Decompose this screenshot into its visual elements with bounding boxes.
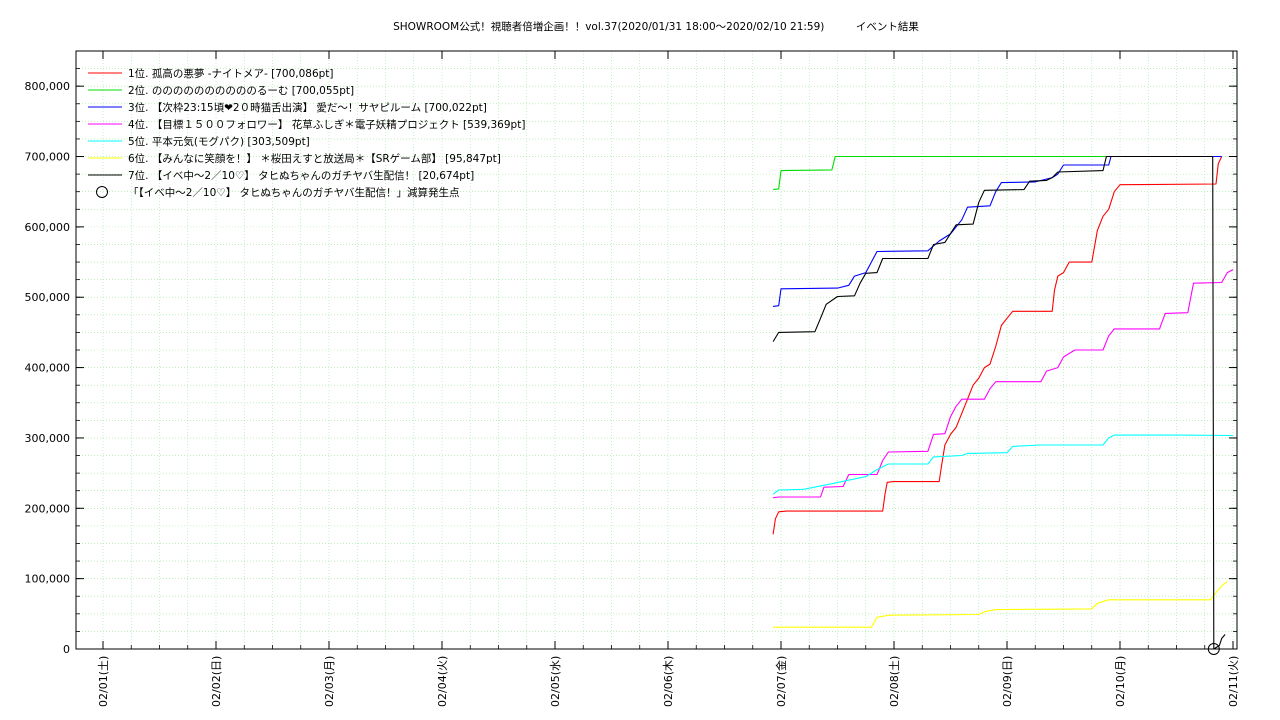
grid	[76, 50, 1237, 650]
legend-label-3: 3位. 【次枠23:15頃❤2０時猫舌出演】 愛だ〜！サヤピルーム [700,0…	[128, 101, 487, 114]
series-line-7	[772, 155, 1226, 650]
legend-label-5: 5位. 平本元気(モグパク) [303,509pt]	[128, 135, 310, 148]
decrease-marker	[1207, 643, 1220, 655]
y-tick-label: 500,000	[25, 291, 71, 304]
series-line-4	[773, 269, 1234, 499]
legend-marker-label: 「【イベ中〜2／10♡】 タヒぬちゃんのガチヤバ生配信！」減算発生点	[128, 186, 460, 199]
x-tick-label: 02/08(土)	[888, 656, 901, 707]
axis-ticks: 02/01(土) 02/02(日) 02/03(月) 02/04(火) 02/05(水)…	[25, 50, 1240, 707]
legend-marker-swatch	[96, 186, 108, 198]
series-lines	[772, 155, 1234, 650]
x-tick-label: 02/01(土)	[97, 656, 110, 707]
x-tick-label: 02/11(火)	[1227, 656, 1240, 707]
y-tick-label: 200,000	[25, 502, 71, 515]
x-tick-label: 02/09(日)	[1001, 656, 1014, 707]
y-tick-label: 100,000	[25, 573, 71, 586]
legend-label-4: 4位. 【目標１５００フォロワー】 花草ふしぎ＊電子妖精プロジェクト [539,…	[128, 118, 525, 131]
y-tick-label: 400,000	[25, 362, 71, 375]
series-line-1	[772, 156, 1223, 535]
legend-label-1: 1位. 孤高の悪夢 -ナイトメア- [700,086pt]	[128, 67, 334, 80]
markers	[1207, 643, 1220, 655]
x-tick-label: 02/10(月)	[1114, 656, 1127, 707]
y-tick-label: 0	[63, 643, 70, 656]
y-tick-label: 600,000	[25, 221, 71, 234]
series-line-2	[773, 155, 1222, 191]
legend: 1位. 孤高の悪夢 -ナイトメア- [700,086pt] 2位. ののののののの…	[88, 67, 525, 199]
y-tick-label: 700,000	[25, 151, 71, 164]
legend-label-7: 7位. 【イベ中〜2／10♡】 タヒぬちゃんのガチヤバ生配信！ [20,674p…	[128, 169, 474, 182]
y-tick-label: 300,000	[25, 432, 71, 445]
x-tick-label: 02/07(金)	[774, 656, 788, 707]
y-tick-label: 800,000	[25, 80, 71, 93]
x-tick-label: 02/03(月)	[323, 656, 336, 707]
legend-label-6: 6位. 【みんなに笑顔を！】 ＊桜田えすと放送局＊【SRゲーム部】 [95,84…	[128, 152, 501, 165]
x-tick-label: 02/05(水)	[549, 656, 562, 707]
series-line-3	[773, 155, 1222, 307]
chart-title: SHOWROOM公式！視聴者倍増企画！！vol.37(2020/01/31 18…	[393, 20, 919, 33]
series-line-5	[772, 434, 1234, 495]
x-tick-label: 02/02(日)	[210, 656, 223, 707]
x-tick-label: 02/04(火)	[436, 656, 449, 707]
legend-label-2: 2位. ののののののののののるーむ [700,055pt]	[128, 84, 354, 97]
x-tick-label: 02/06(木)	[662, 656, 675, 707]
series-line-6	[773, 581, 1228, 628]
